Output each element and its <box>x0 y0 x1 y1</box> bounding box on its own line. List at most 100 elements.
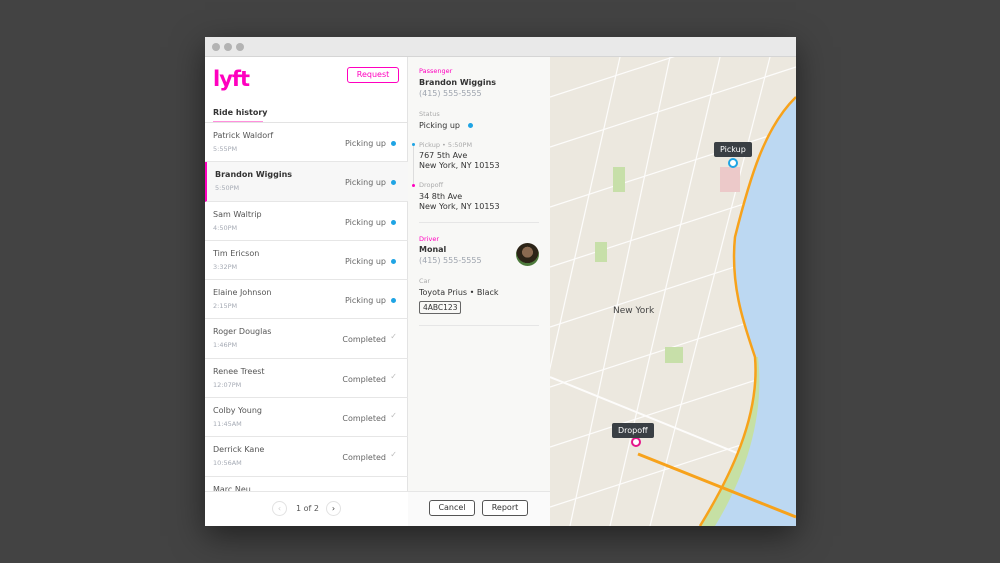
east-river <box>700 97 796 526</box>
status-dot-icon <box>391 219 396 225</box>
car-label: Car <box>419 277 431 285</box>
pickup-address-line2: New York, NY 10153 <box>419 161 500 170</box>
ride-list-item[interactable]: Patrick Waldorf 5:55PM Picking up <box>205 123 408 163</box>
dropoff-tooltip: Dropoff <box>612 423 654 438</box>
divider <box>419 222 539 223</box>
minimize-button[interactable] <box>224 43 232 51</box>
rider-name: Roger Douglas <box>213 327 272 337</box>
rider-name: Brandon Wiggins <box>215 170 293 180</box>
ride-time: 5:50PM <box>215 184 240 193</box>
driver-phone[interactable]: (415) 555-5555 <box>419 256 482 265</box>
status-value: Picking up <box>419 121 460 130</box>
ride-time: 3:32PM <box>213 262 238 271</box>
status-indicator <box>468 123 473 128</box>
checkmark-icon: ✓ <box>390 332 397 342</box>
maximize-button[interactable] <box>236 43 244 51</box>
ride-list-item[interactable]: Brandon Wiggins 5:50PM Picking up <box>205 162 408 202</box>
ride-history-panel: lyft Request Ride history Patrick Waldor… <box>205 57 408 526</box>
ride-list-item[interactable]: Roger Douglas 1:46PM Completed ✓ <box>205 319 408 359</box>
prev-page-button[interactable]: ‹ <box>272 501 287 516</box>
details-actions: Cancel Report <box>408 491 550 526</box>
page-indicator: 1 of 2 <box>296 504 319 513</box>
ride-time: 10:56AM <box>213 459 242 468</box>
ride-time: 4:50PM <box>213 223 238 232</box>
car-value: Toyota Prius • Black <box>419 288 499 297</box>
ride-status: Picking up <box>345 217 386 227</box>
dropoff-label: Dropoff <box>419 181 444 189</box>
map-canvas <box>529 37 796 526</box>
williamsburg-bridge <box>637 452 796 519</box>
ride-status: Completed <box>342 414 386 424</box>
pagination: ‹ 1 of 2 › <box>205 491 408 526</box>
rider-name: Marc Neu <box>213 484 251 494</box>
rider-name: Renee Treest <box>213 366 265 376</box>
ride-list-item[interactable]: Renee Treest 12:07PM Completed ✓ <box>205 359 408 399</box>
ride-time: 11:45AM <box>213 420 242 429</box>
ride-time: 5:55PM <box>213 145 238 153</box>
pickup-marker <box>728 158 738 168</box>
dropoff-marker <box>631 437 641 447</box>
checkmark-icon: ✓ <box>390 450 397 460</box>
route-line <box>413 144 414 184</box>
ride-list: Patrick Waldorf 5:55PM Picking up Brandon … <box>205 122 408 516</box>
rider-name: Colby Young <box>213 406 262 416</box>
lyft-logo: lyft <box>213 67 250 91</box>
ride-history-tab[interactable]: Ride history <box>213 108 268 117</box>
hospital-area <box>720 167 740 192</box>
divider <box>419 325 539 326</box>
park <box>665 347 683 363</box>
driver-name: Monal <box>419 245 447 254</box>
dropoff-address-line2: New York, NY 10153 <box>419 202 500 211</box>
pickup-tooltip: Pickup <box>714 142 752 157</box>
status-label: Status <box>419 110 440 118</box>
ride-status: Picking up <box>345 296 386 306</box>
status-dot-icon <box>391 180 396 186</box>
report-button[interactable]: Report <box>482 500 528 516</box>
rider-name: Tim Ericson <box>213 248 260 258</box>
checkmark-icon: ✓ <box>390 371 397 381</box>
ride-status: Picking up <box>345 256 386 266</box>
ride-time: 12:07PM <box>213 380 242 389</box>
ride-status: Completed <box>342 453 386 463</box>
ride-status: Picking up <box>345 178 386 188</box>
rider-name: Derrick Kane <box>213 445 265 455</box>
pickup-dot <box>412 143 415 146</box>
license-plate: 4ABC123 <box>419 301 462 314</box>
status-dot-icon <box>391 258 396 264</box>
app-window: lyft Request Ride history Patrick Waldor… <box>205 37 796 526</box>
cancel-button[interactable]: Cancel <box>429 500 475 516</box>
ride-list-item[interactable]: Tim Ericson 3:32PM Picking up <box>205 241 408 281</box>
next-page-button[interactable]: › <box>326 501 341 516</box>
fdr-drive <box>698 96 796 526</box>
title-bar <box>205 37 796 57</box>
ride-list-item[interactable]: Colby Young 11:45AM Completed ✓ <box>205 398 408 438</box>
map-view[interactable]: New York Pickup Dropoff <box>529 37 796 526</box>
driver-label: Driver <box>419 235 440 243</box>
request-button[interactable]: Request <box>347 67 399 83</box>
dropoff-address-line1: 34 8th Ave <box>419 192 463 201</box>
pickup-address-line1: 767 5th Ave <box>419 151 468 160</box>
rider-name: Patrick Waldorf <box>213 131 274 140</box>
passenger-name: Brandon Wiggins <box>419 78 497 87</box>
rider-name: Elaine Johnson <box>213 288 272 298</box>
status-dot-icon <box>391 141 396 146</box>
status-dot-icon <box>391 298 396 304</box>
checkmark-icon: ✓ <box>390 411 397 421</box>
ride-status: Picking up <box>345 139 386 148</box>
passenger-phone[interactable]: (415) 555-5555 <box>419 89 482 98</box>
ride-time: 2:15PM <box>213 302 238 311</box>
park <box>595 242 607 262</box>
ride-list-item[interactable]: Elaine Johnson 2:15PM Picking up <box>205 280 408 320</box>
close-button[interactable] <box>212 43 220 51</box>
city-label: New York <box>613 306 655 316</box>
rider-name: Sam Waltrip <box>213 209 262 219</box>
pickup-label: Pickup • 5:50PM <box>419 141 473 149</box>
ride-list-item[interactable]: Sam Waltrip 4:50PM Picking up <box>205 202 408 241</box>
ride-time: 1:46PM <box>213 341 238 350</box>
ride-list-item[interactable]: Derrick Kane 10:56AM Completed ✓ <box>205 437 408 477</box>
driver-avatar <box>516 243 539 266</box>
ride-status: Completed <box>342 335 386 345</box>
passenger-label: Passenger <box>419 67 453 75</box>
dropoff-dot <box>412 184 415 187</box>
ride-details-panel: Passenger Brandon Wiggins (415) 555-5555… <box>408 57 550 526</box>
